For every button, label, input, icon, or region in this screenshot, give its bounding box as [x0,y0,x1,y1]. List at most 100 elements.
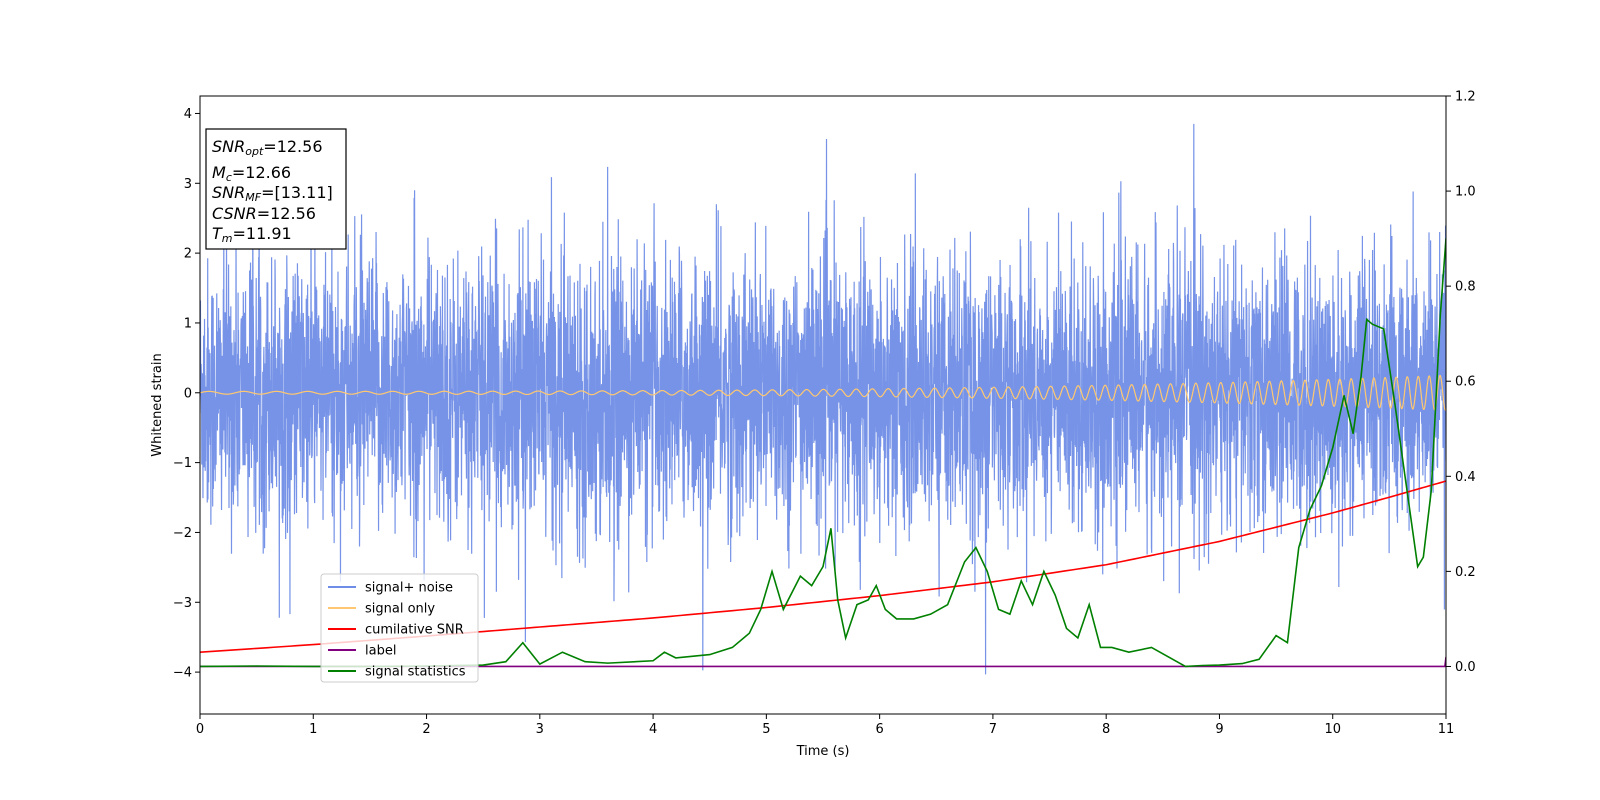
series-signal-statistics-point [1360,375,1362,378]
axis-ticks: 0 1 2 3 4 5 6 7 8 9 10 1143210−1−2−3−41.21.00.80.60… [173,90,1476,738]
series-signal-statistics-point [884,608,886,611]
legend-label: label [365,644,396,659]
y-tick-label: 2 [184,247,192,262]
series-signal-statistics-point [1258,658,1260,660]
series-signal-statistics-point [652,660,654,662]
series-signal-statistics-point [1088,604,1090,606]
x-tick-label: 7 [989,722,997,737]
legend-label: cumilative SNR [365,623,464,638]
series-signal-statistics-point [1099,646,1102,649]
x-tick-label: 2 [422,722,430,737]
series-signal-statistics-point [1371,323,1373,325]
series-signal-statistics-point [822,566,824,568]
series-signal-statistics-point [256,665,258,667]
series-signal-statistics-point [1054,594,1056,596]
series-signal-statistics-point [1077,637,1079,639]
series-signal-statistics-point [1417,566,1419,568]
y-tick-label: 4 [184,107,192,122]
series-signal-statistics-point [539,663,541,665]
series-signal-statistics-point [799,575,801,577]
x-tick-label: 4 [649,722,657,737]
info-box-row: Tm=11.91 [212,224,292,245]
series-signal-statistics-point [1150,646,1153,649]
series-signal-statistics-point [837,599,839,601]
series-signal-statistics-point [1020,580,1022,582]
x-axis-label: Time (s) [796,744,850,759]
x-tick-label: 6 [875,722,883,737]
y-tick-label: −2 [173,526,192,541]
series-signal-statistics-point [663,651,666,653]
series-signal-statistics-point [1320,485,1322,487]
x-tick-label: 10 [1324,722,1341,737]
y2-tick-label: 0.6 [1455,375,1476,390]
series-signal-statistics-point [675,657,677,659]
y-tick-label: 3 [184,177,192,192]
series-signal-statistics-point [1343,394,1345,397]
series-signal-statistics-point [1111,646,1113,649]
series-signal-statistics-point [1394,404,1396,406]
series-signal-statistics-point [1009,613,1011,615]
info-box-row: SNRMF=[13.11] [212,183,333,204]
legend-frame [320,573,479,683]
series-signal-statistics-point [731,646,733,649]
series-signal-statistics-point [1128,651,1130,653]
y2-tick-label: 0.0 [1455,660,1476,675]
series-signal-statistics-point [482,664,484,666]
y2-tick-label: 0.4 [1455,470,1476,485]
series-signal-statistics-point [561,651,564,653]
y2-tick-label: 1.2 [1455,90,1476,105]
series-signal-statistics-point [963,561,966,563]
series-signal-statistics-point [505,661,507,663]
y-tick-label: −4 [173,666,192,681]
info-box: SNRopt=12.56 Mc=12.66SNRMF=[13.11]CSNR=12… [205,128,347,250]
series-signal-statistics-point [1184,665,1187,668]
series-signal-only-line [200,374,1446,411]
series-signal-statistics-point [748,632,750,634]
series-signal-statistics-line [200,238,1446,668]
series-signal-statistics-point [1031,604,1034,606]
series-signal-statistics-point [947,604,949,606]
y-axis-label: Whitened strain [150,353,165,456]
y-tick-label: −3 [173,596,192,611]
x-tick-label: 11 [1438,722,1455,737]
series-signal-statistics-point [1065,627,1068,630]
x-tick-label: 1 [309,722,317,737]
series-signal-statistics-point [1366,318,1368,321]
series-signal-statistics-point [867,599,869,601]
series-signal-statistics-point [1430,489,1432,492]
series-signal-statistics-point [856,604,858,606]
y-tick-label: 0 [184,386,192,401]
series-signal-statistics-point [1309,508,1311,511]
series-signal-statistics-point [607,662,609,664]
y2-tick-label: 0.8 [1455,280,1476,295]
series-label-point [1444,665,1446,668]
series-signal-statistics-point [1439,314,1441,316]
legend-label: signal statistics [365,665,466,680]
series-signal-statistics-point [522,642,524,644]
info-box-row: SNRopt=12.56 [212,137,323,158]
series-signal-statistics-point [1352,432,1354,435]
series-signal-statistics-point [1201,664,1204,667]
series-signal-statistics-point [1286,642,1289,644]
legend-label: signal+ noise [365,581,453,596]
series-signal-statistics-point [760,608,762,611]
series-signal-statistics-point [1405,485,1407,487]
series-signal-statistics-point [1043,570,1045,572]
series-signal-statistics-point [312,665,314,668]
info-box-frame [205,128,347,250]
series-signal-statistics-point [930,613,932,615]
axes-frame [199,95,1447,715]
series-signal-statistics-point [1298,547,1300,549]
y2-tick-label: 0.2 [1455,565,1476,580]
series-signal-statistics-point [1332,447,1334,449]
info-box-row: Mc=12.66 [212,163,291,184]
series-signal-statistics-point [875,585,877,587]
series-signal-noise-line [200,123,1446,675]
y2-tick-label: 1.0 [1455,185,1476,200]
series-signal-statistics-point [997,608,1000,611]
series-signal-statistics-point [709,653,711,656]
series-signal-statistics-point [986,570,988,572]
series-signal-statistics-point [845,637,847,639]
series-signal-statistics-point [1275,634,1277,637]
